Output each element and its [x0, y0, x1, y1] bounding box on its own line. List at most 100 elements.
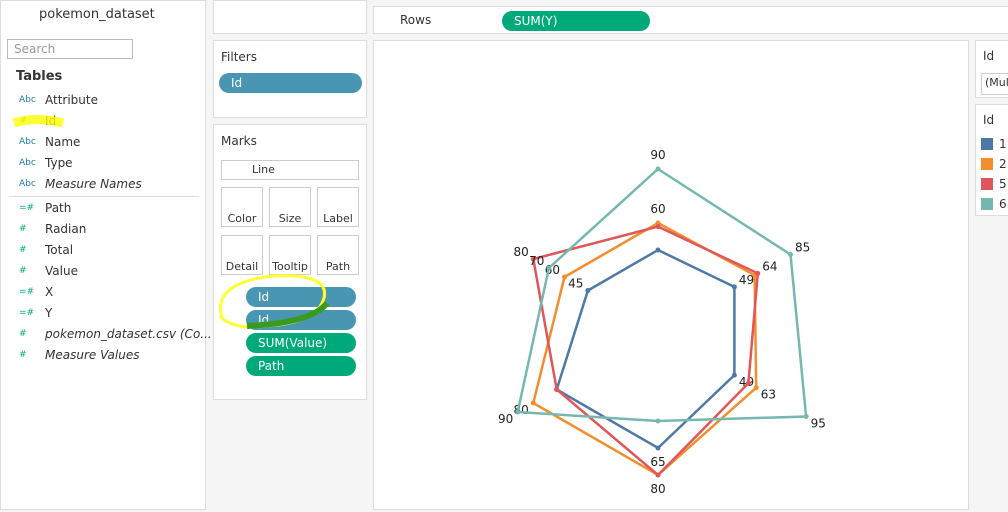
legend-label[interactable]: 1 — [999, 137, 1007, 151]
field-name[interactable]: Name — [45, 135, 81, 149]
point — [515, 409, 521, 415]
marks-card: Marks Line Color Size Label Detail Tooltip Pa… — [213, 124, 367, 400]
point — [753, 385, 759, 391]
data-label: 80 — [514, 245, 529, 259]
field-icon: =# — [19, 203, 35, 213]
filter-pill[interactable]: Id — [219, 73, 362, 93]
annotation-circle — [218, 274, 330, 329]
rows-shelf: Rows SUM(Y) — [373, 6, 1008, 34]
field-name[interactable]: pokemon_dataset.csv (Co... — [45, 327, 212, 341]
data-label: 95 — [811, 417, 826, 431]
legend: Id 1 2 5 6 — [975, 104, 1008, 216]
point — [755, 270, 761, 276]
data-label: 49 — [739, 273, 754, 287]
point — [655, 445, 661, 451]
legend-title: Id — [983, 113, 995, 127]
field-icon: Abc — [19, 137, 36, 147]
mark-pill[interactable]: Id — [246, 287, 356, 307]
data-label: 63 — [761, 388, 776, 402]
field-icon: # — [19, 224, 27, 234]
filters-title: Filters — [221, 50, 257, 64]
data-label: 65 — [650, 455, 665, 469]
mark-button[interactable]: Color — [221, 187, 263, 227]
search-box[interactable]: Search — [7, 39, 133, 59]
data-label: 80 — [514, 403, 529, 417]
data-label: 90 — [650, 148, 665, 162]
data-label: 80 — [650, 482, 665, 496]
mark-button[interactable]: Detail — [221, 235, 263, 275]
point — [546, 265, 552, 271]
filter-card: Id (Mul — [975, 40, 1008, 98]
field-name[interactable]: Measure Names — [45, 177, 142, 191]
legend-label[interactable]: 6 — [999, 197, 1007, 211]
point — [788, 252, 794, 257]
point — [554, 387, 560, 392]
field-icon: Abc — [19, 179, 36, 189]
rows-label: Rows — [400, 13, 432, 27]
field-name[interactable]: Measure Values — [45, 348, 140, 362]
datasource-name[interactable]: pokemon_dataset — [39, 7, 155, 22]
point — [655, 224, 661, 230]
point — [561, 274, 567, 280]
field-icon: # — [19, 350, 27, 360]
field-icon: # — [19, 329, 27, 339]
legend-swatch — [981, 198, 993, 210]
point — [655, 472, 661, 478]
marks-title: Marks — [221, 134, 257, 148]
rows-pill[interactable]: SUM(Y) — [502, 11, 650, 31]
field-name[interactable]: Y — [45, 306, 53, 320]
point — [745, 380, 751, 386]
data-label: 60 — [650, 202, 665, 216]
field-icon: Abc — [19, 158, 36, 168]
point — [530, 256, 536, 262]
data-label: 70 — [529, 254, 544, 268]
point — [585, 288, 591, 293]
point — [731, 372, 737, 378]
data-label: 64 — [762, 259, 777, 273]
field-icon: # — [19, 245, 27, 255]
data-label: 85 — [795, 241, 810, 255]
view: 49496545606380806064809085959070 — [373, 40, 969, 510]
field-name[interactable]: Path — [45, 201, 72, 215]
point — [530, 400, 536, 406]
field-name[interactable]: Total — [45, 243, 74, 257]
mark-button[interactable]: Tooltip — [269, 235, 311, 275]
mark-pill[interactable]: Path — [246, 356, 356, 376]
field-icon: =# — [19, 308, 35, 318]
filter-card-title: Id — [983, 49, 995, 63]
data-pane: pokemon_dataset Search Tables Abc Attribu… — [0, 0, 212, 510]
filter-dropdown[interactable]: (Mul — [981, 73, 1008, 95]
legend-label[interactable]: 2 — [999, 157, 1007, 171]
legend-swatch — [981, 178, 993, 190]
field-name[interactable]: Attribute — [45, 93, 98, 107]
series-line — [531, 225, 760, 477]
field-name[interactable]: Value — [45, 264, 78, 278]
tables-title: Tables — [16, 69, 63, 84]
mark-button[interactable]: Label — [317, 187, 359, 227]
field-icon: =# — [19, 287, 35, 297]
field-icon: Abc — [19, 95, 36, 105]
point — [655, 220, 661, 226]
legend-swatch — [981, 138, 993, 150]
point — [803, 414, 809, 419]
field-name[interactable]: Type — [45, 156, 73, 170]
mark-pill[interactable]: SUM(Value) — [246, 333, 356, 353]
radar-chart: 49496545606380806064809085959070 — [498, 148, 826, 496]
field-name[interactable]: Radian — [45, 222, 87, 236]
legend-swatch — [981, 158, 993, 170]
mark-button[interactable]: Size — [269, 187, 311, 227]
point — [731, 284, 737, 290]
separator — [9, 196, 199, 197]
data-label: 90 — [498, 412, 513, 426]
field-name[interactable]: X — [45, 285, 54, 299]
legend-label[interactable]: 5 — [999, 177, 1007, 191]
mark-type-dropdown[interactable]: Line — [221, 160, 359, 180]
field-icon: # — [19, 266, 27, 276]
filters-shelf: Filters Id — [213, 40, 367, 118]
data-label: 45 — [568, 277, 583, 291]
point — [655, 418, 661, 424]
highlight — [12, 115, 65, 128]
point — [655, 247, 661, 253]
mark-button[interactable]: Path — [317, 235, 359, 275]
